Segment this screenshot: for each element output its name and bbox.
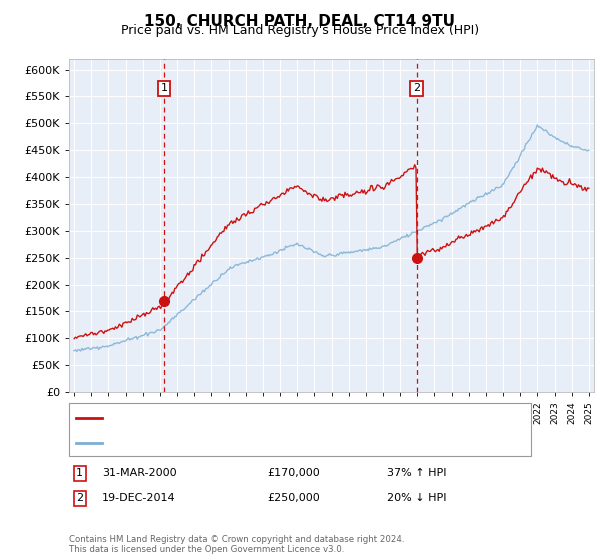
Text: 20% ↓ HPI: 20% ↓ HPI	[387, 493, 446, 503]
Text: £170,000: £170,000	[267, 468, 320, 478]
Text: 2: 2	[413, 83, 421, 94]
Text: 1: 1	[161, 83, 168, 94]
Text: 1: 1	[76, 468, 83, 478]
Text: Price paid vs. HM Land Registry's House Price Index (HPI): Price paid vs. HM Land Registry's House …	[121, 24, 479, 37]
Text: HPI: Average price, detached house, Dover: HPI: Average price, detached house, Dove…	[107, 438, 331, 448]
Text: 150, CHURCH PATH, DEAL, CT14 9TU (detached house): 150, CHURCH PATH, DEAL, CT14 9TU (detach…	[107, 413, 393, 423]
Text: £250,000: £250,000	[267, 493, 320, 503]
Text: 37% ↑ HPI: 37% ↑ HPI	[387, 468, 446, 478]
Text: Contains HM Land Registry data © Crown copyright and database right 2024.
This d: Contains HM Land Registry data © Crown c…	[69, 535, 404, 554]
Text: 19-DEC-2014: 19-DEC-2014	[102, 493, 176, 503]
Text: 31-MAR-2000: 31-MAR-2000	[102, 468, 176, 478]
Text: 2: 2	[76, 493, 83, 503]
Text: 150, CHURCH PATH, DEAL, CT14 9TU: 150, CHURCH PATH, DEAL, CT14 9TU	[145, 14, 455, 29]
